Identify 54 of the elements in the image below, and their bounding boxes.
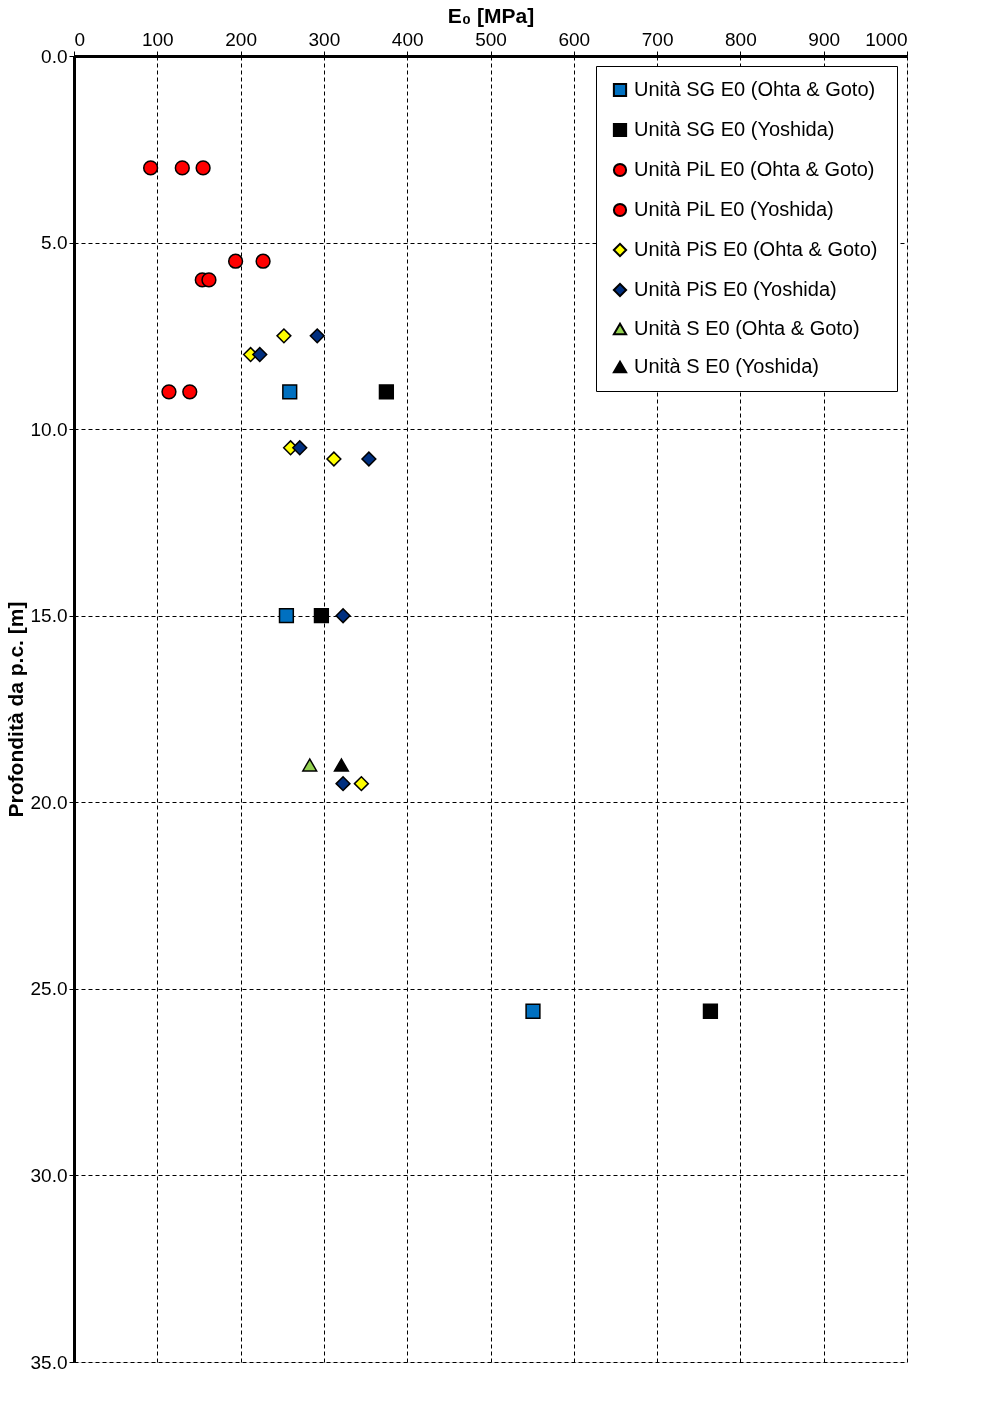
x-tick-label: 900 bbox=[808, 28, 841, 50]
point bbox=[161, 384, 177, 400]
point bbox=[353, 775, 370, 792]
point bbox=[252, 346, 268, 363]
y-tick-label: 25.0 bbox=[30, 978, 68, 1000]
point bbox=[227, 253, 244, 269]
point bbox=[142, 160, 159, 176]
point bbox=[278, 608, 295, 624]
legend-label: Unità PiL E0 (Ohta & Goto) bbox=[634, 158, 875, 180]
y-tick-label: 5.0 bbox=[41, 232, 68, 254]
x-tick-label: 0 bbox=[74, 28, 86, 50]
point bbox=[326, 451, 342, 467]
x-tick-label: 300 bbox=[308, 28, 341, 50]
x-tick-label: 1000 bbox=[865, 28, 908, 50]
x-tick-label: 700 bbox=[641, 28, 674, 50]
point bbox=[302, 758, 318, 772]
y-tick-label: 10.0 bbox=[30, 418, 68, 440]
point bbox=[201, 272, 217, 288]
x-tick-label: 800 bbox=[725, 28, 757, 50]
x-axis-title: E₀ [MPa] bbox=[447, 3, 535, 27]
point bbox=[313, 608, 330, 624]
x-tick-label: 600 bbox=[558, 28, 591, 50]
legend-label: Unità PiS E0 (Yoshida) bbox=[634, 278, 837, 300]
y-tick-label: 20.0 bbox=[30, 791, 68, 813]
y-tick-label: 30.0 bbox=[30, 1164, 68, 1186]
point bbox=[525, 1003, 541, 1019]
legend-label: Unità S E0 (Yoshida) bbox=[634, 355, 819, 377]
x-tick-label: 400 bbox=[391, 28, 424, 50]
legend-label: Unità PiS E0 (Ohta & Goto) bbox=[634, 238, 878, 260]
point bbox=[182, 384, 198, 400]
x-tick-label: 100 bbox=[141, 28, 174, 50]
point bbox=[174, 160, 190, 176]
point bbox=[282, 384, 298, 400]
y-axis-title: Profondità da p.c. [m] bbox=[3, 601, 27, 818]
point bbox=[276, 328, 292, 344]
y-tick-label: 35.0 bbox=[30, 1351, 68, 1373]
legend-label: Unità SG E0 (Yoshida) bbox=[634, 118, 835, 140]
point bbox=[335, 775, 351, 792]
point bbox=[335, 608, 351, 624]
x-tick-label: 500 bbox=[475, 28, 507, 50]
point bbox=[309, 328, 325, 344]
point bbox=[292, 440, 308, 456]
y-tick-label: 0.0 bbox=[41, 45, 68, 67]
point bbox=[378, 384, 395, 400]
y-tick-label: 15.0 bbox=[30, 605, 68, 627]
point bbox=[333, 758, 350, 772]
point bbox=[361, 451, 377, 467]
legend-label: Unità SG E0 (Ohta & Goto) bbox=[634, 78, 876, 100]
legend-label: Unità PiL E0 (Yoshida) bbox=[634, 198, 834, 220]
x-tick-label: 200 bbox=[225, 28, 257, 50]
point bbox=[255, 253, 271, 269]
point bbox=[195, 160, 211, 176]
point bbox=[702, 1003, 719, 1019]
legend-label: Unità S E0 (Ohta & Goto) bbox=[634, 317, 860, 339]
